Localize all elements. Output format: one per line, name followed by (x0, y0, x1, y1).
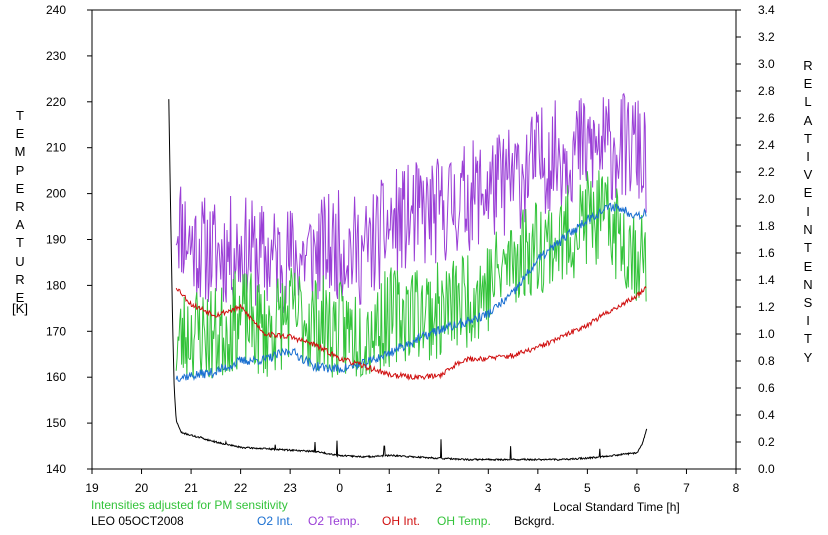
axis-letter: T (804, 331, 812, 347)
left-tick-label: 210 (46, 141, 66, 155)
legend-oh-int: OH Int. (382, 514, 421, 528)
right-tick-label: 1.8 (758, 219, 775, 233)
right-tick-label: 1.4 (758, 273, 775, 287)
left-tick-label: 150 (46, 416, 66, 430)
left-tick-label: 170 (46, 324, 66, 338)
right-tick-label: 2.6 (758, 111, 775, 125)
left-tick-label: 140 (46, 462, 66, 476)
x-axis-label: Local Standard Time [h] (553, 500, 680, 514)
left-tick-label: 240 (46, 3, 66, 17)
axis-letter: N (803, 276, 813, 292)
sensitivity-note: Intensities adjusted for PM sensitivity (91, 498, 288, 512)
x-tick-label: 23 (283, 481, 297, 495)
x-tick-label: 5 (584, 481, 591, 495)
x-tick-label: 20 (135, 481, 149, 495)
axis-letter: T (16, 108, 24, 123)
x-tick-label: 22 (234, 481, 248, 495)
axis-letter: E (15, 290, 25, 305)
x-tick-label: 0 (336, 481, 343, 495)
right-tick-label: 2.0 (758, 192, 775, 206)
legend-o2-int: O2 Int. (257, 514, 294, 528)
right-tick-label: 1.2 (758, 300, 775, 314)
axis-letter: E (15, 126, 25, 142)
axis-letter: R (15, 271, 25, 287)
right-tick-label: 1.6 (758, 246, 775, 260)
series-ohtemp (175, 170, 647, 379)
axis-letter: T (804, 130, 812, 146)
legend-background: Bckgrd. (514, 514, 555, 528)
legend-oh-temp: OH Temp. (437, 514, 491, 528)
x-tick-label: 19 (85, 481, 99, 495)
station-date: LEO 05OCT2008 (91, 514, 184, 528)
right-tick-label: 0.8 (758, 354, 775, 368)
axis-letter: P (15, 162, 25, 178)
axis-letter: E (803, 76, 813, 92)
right-tick-label: 0.0 (758, 462, 775, 476)
x-tick-label: 8 (733, 481, 740, 495)
right-tick-label: 2.2 (758, 165, 775, 179)
plot-frame (91, 9, 737, 470)
axis-letter: E (803, 185, 813, 201)
axis-letter: S (803, 295, 813, 310)
axis-letter: A (15, 217, 25, 233)
x-tick-label: 2 (435, 481, 442, 495)
x-tick-label: 3 (485, 481, 492, 495)
right-tick-label: 0.4 (758, 408, 775, 422)
axis-letter: Y (803, 349, 813, 365)
axis-letter: N (803, 222, 813, 238)
x-tick-label: 6 (634, 481, 641, 495)
axis-letter: L (804, 94, 812, 110)
left-tick-label: 230 (46, 49, 66, 63)
series-layer (168, 92, 648, 462)
tick-marks (87, 9, 741, 474)
axis-letter: A (803, 112, 813, 128)
axis-letter: R (15, 199, 25, 214)
axis-letter: M (14, 144, 26, 160)
left-tick-label: 180 (46, 278, 66, 292)
right-tick-label: 1.0 (758, 327, 775, 341)
axis-letter: T (16, 235, 24, 251)
axis-letter: V (803, 167, 813, 183)
left-axis-unit: [K] (12, 301, 28, 316)
axis-letter: R (803, 58, 813, 73)
right-tick-label: 3.0 (758, 57, 775, 71)
left-tick-label: 190 (46, 233, 66, 247)
left-tick-label: 160 (46, 370, 66, 384)
series-bck (168, 99, 648, 462)
axis-letter: E (15, 180, 25, 196)
axis-letter: I (806, 149, 810, 164)
right-tick-label: 2.4 (758, 138, 775, 152)
right-tick-label: 3.4 (758, 3, 775, 17)
legend-o2-temp: O2 Temp. (308, 514, 360, 528)
axis-letter: E (803, 258, 813, 274)
tick-labels: 1401501601701801902002102202302400.00.20… (46, 3, 775, 495)
x-tick-label: 4 (535, 481, 542, 495)
right-tick-label: 2.8 (758, 84, 775, 98)
left-tick-label: 220 (46, 95, 66, 109)
series-ohint (175, 285, 647, 381)
right-tick-label: 3.2 (758, 30, 775, 44)
axis-letter: T (804, 240, 812, 256)
x-tick-label: 7 (683, 481, 690, 495)
series-o2int (175, 202, 647, 382)
axis-letter: I (806, 313, 810, 329)
axis-letter: I (806, 204, 810, 219)
x-tick-label: 21 (184, 481, 198, 495)
right-tick-label: 0.2 (758, 435, 775, 449)
right-tick-label: 0.6 (758, 381, 775, 395)
axis-letter: U (15, 253, 25, 269)
x-tick-label: 1 (386, 481, 393, 495)
left-tick-label: 200 (46, 187, 66, 201)
